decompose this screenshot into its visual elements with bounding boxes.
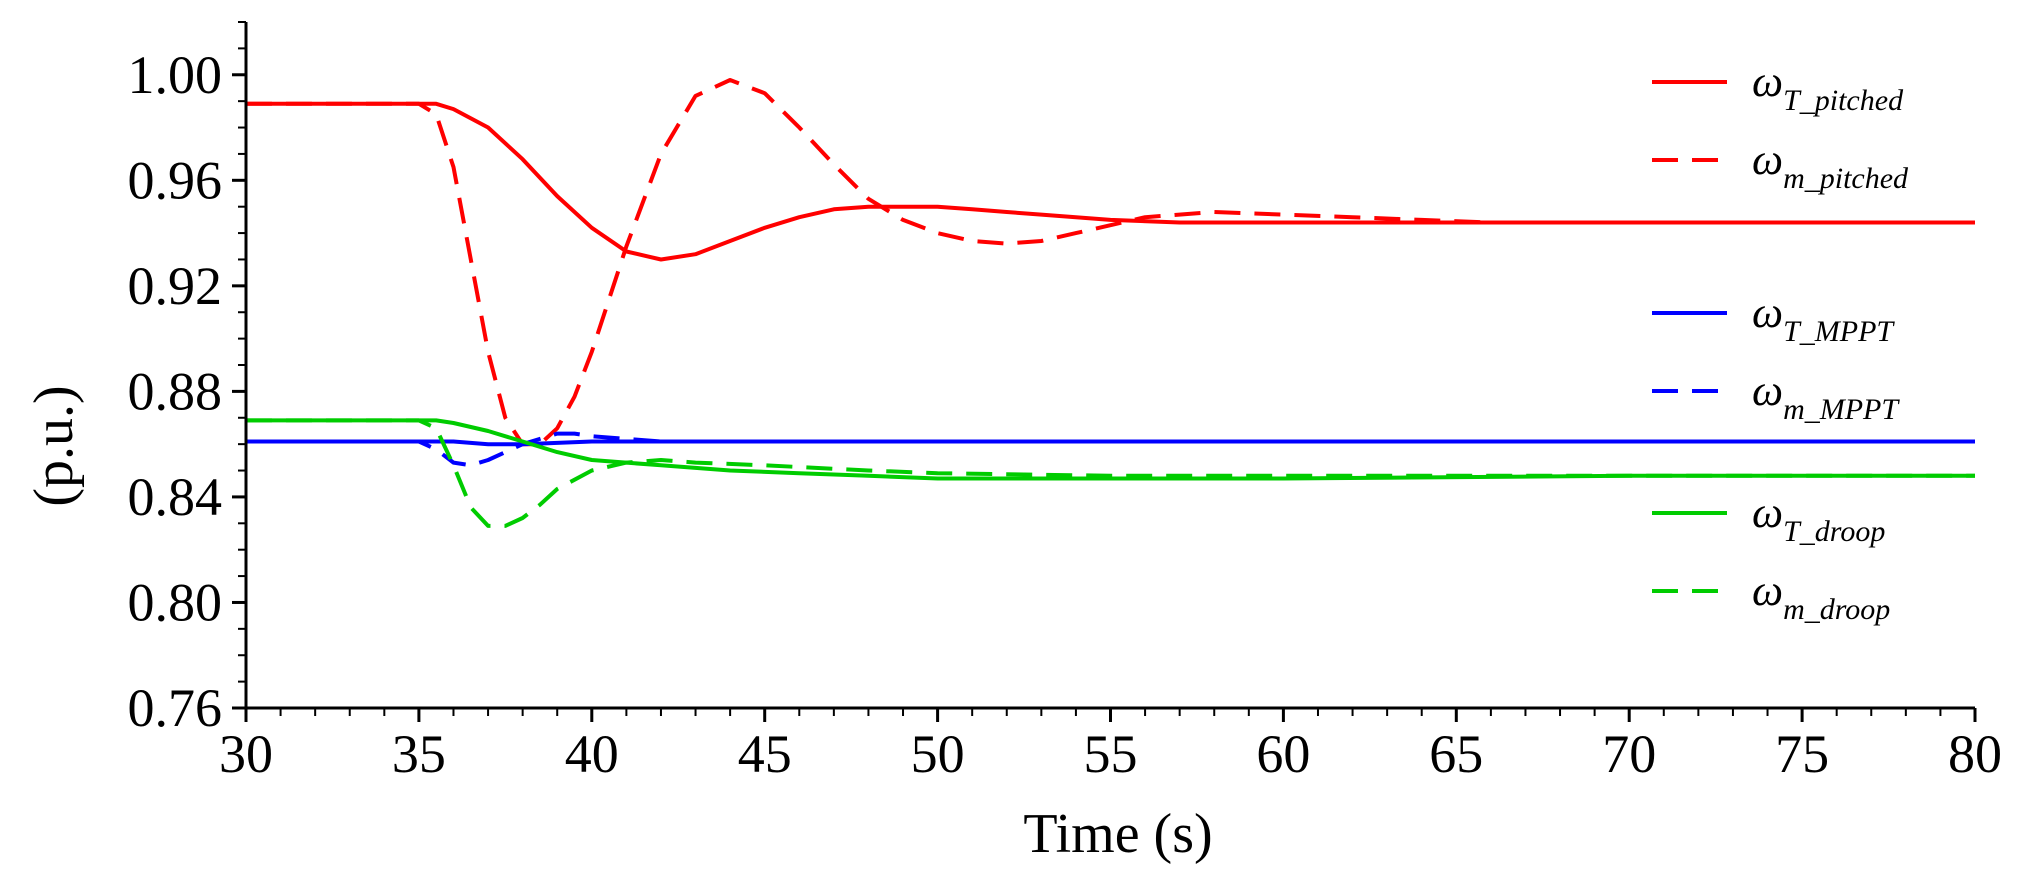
series-layer	[246, 78, 1975, 528]
legend-item-t-pitched: ωT_pitched	[1652, 57, 1904, 117]
x-tick-label: 45	[738, 724, 792, 784]
legend-symbol: ω	[1752, 288, 1783, 337]
legend-symbol: ω	[1752, 488, 1783, 537]
y-tick-label: 0.96	[128, 150, 223, 210]
legend-subscript: m_pitched	[1783, 162, 1909, 195]
axes: 30 35 40 45 50 55 60 65 70 75 80 0.76 0.80 0.84 0.88 0.…	[128, 21, 2002, 784]
legend-subscript: m_droop	[1783, 593, 1890, 626]
legend-item-m-droop: ωm_droop	[1652, 566, 1890, 626]
legend-subscript: T_pitched	[1783, 84, 1904, 117]
x-tick-label: 40	[565, 724, 619, 784]
y-tick-label: 0.88	[128, 361, 223, 421]
y-axis-title: (p.u.)	[23, 385, 85, 506]
x-tick-label: 30	[219, 724, 273, 784]
x-tick-label: 75	[1775, 724, 1829, 784]
series-line-m-pitched	[246, 78, 1975, 447]
x-tick-label: 55	[1084, 724, 1138, 784]
legend-label: ωm_pitched	[1752, 135, 1909, 195]
legend-symbol: ω	[1752, 366, 1783, 415]
y-tick-label: 0.80	[128, 572, 223, 632]
x-tick-label: 50	[911, 724, 965, 784]
legend-subscript: T_droop	[1783, 515, 1885, 548]
legend-symbol: ω	[1752, 566, 1783, 615]
y-tick-label: 0.76	[128, 678, 223, 738]
legend-label: ωm_MPPT	[1752, 366, 1900, 426]
legend-label: ωm_droop	[1752, 566, 1890, 626]
series-line-m-droop	[246, 418, 1975, 528]
legend-label: ωT_MPPT	[1752, 288, 1895, 348]
legend-symbol: ω	[1752, 135, 1783, 184]
series-line-m-mppt	[246, 431, 1975, 468]
y-tick-label: 1.00	[128, 45, 223, 105]
series-line-t-pitched	[246, 101, 1975, 262]
x-axis-title: Time (s)	[1023, 803, 1212, 865]
x-tick-label: 80	[1948, 724, 2002, 784]
legend-subscript: T_MPPT	[1783, 315, 1895, 348]
legend-label: ωT_droop	[1752, 488, 1885, 548]
legend: ωT_pitchedωm_pitchedωT_MPPTωm_MPPTωT_dro…	[1652, 57, 1909, 626]
legend-symbol: ω	[1752, 57, 1783, 106]
series-line-t-droop	[246, 418, 1975, 481]
legend-item-m-mppt: ωm_MPPT	[1652, 366, 1900, 426]
x-tick-label: 60	[1256, 724, 1310, 784]
x-tick-label: 65	[1429, 724, 1483, 784]
y-tick-label: 0.84	[128, 467, 223, 527]
y-tick-label: 0.92	[128, 256, 223, 316]
legend-item-t-mppt: ωT_MPPT	[1652, 288, 1895, 348]
legend-label: ωT_pitched	[1752, 57, 1904, 117]
x-tick-label: 35	[392, 724, 446, 784]
legend-item-m-pitched: ωm_pitched	[1652, 135, 1909, 195]
x-tick-label: 70	[1602, 724, 1656, 784]
legend-item-t-droop: ωT_droop	[1652, 488, 1885, 548]
legend-subscript: m_MPPT	[1783, 393, 1900, 426]
